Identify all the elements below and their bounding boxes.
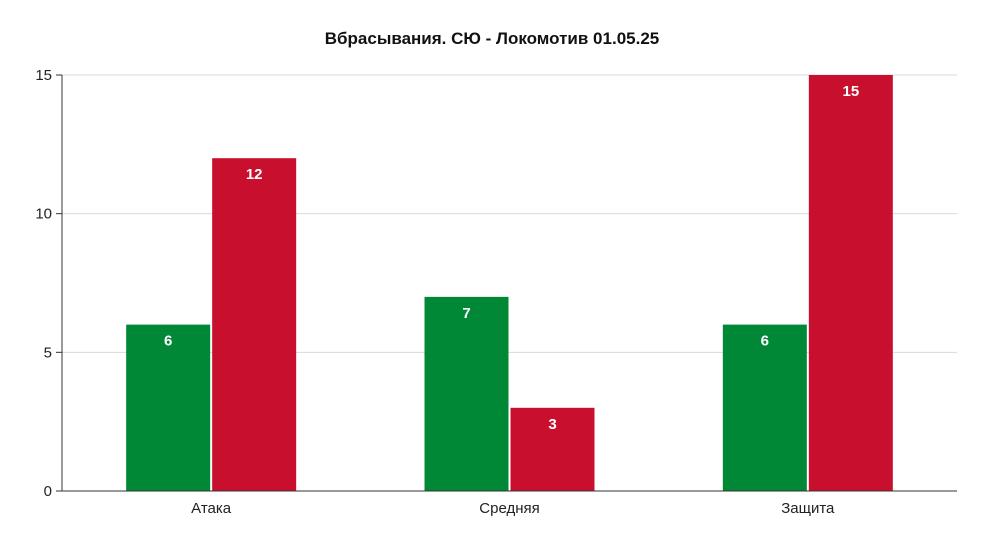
data-label: 6 [761,333,769,350]
data-label: 6 [164,333,172,350]
y-tick-label: 0 [44,483,52,500]
chart-title: Вбрасывания. СЮ - Локомотив 01.05.25 [325,29,659,48]
y-tick-label: 10 [35,206,52,223]
data-label: 7 [462,305,470,322]
bar-series-1-0 [126,324,211,491]
bar-series-1-2 [722,324,807,491]
bar-series-2-2 [808,75,893,491]
data-labels: 6 12 7 3 6 15 [164,83,859,433]
y-tick-label: 5 [44,344,52,361]
x-category-label: Атака [191,500,232,517]
y-axis-ticks: 0 5 10 15 [35,67,62,500]
bar-series-2-1 [510,407,595,491]
data-label: 3 [548,416,556,433]
gridlines [62,74,957,353]
data-label: 12 [246,166,263,183]
bar-series-2-0 [212,158,297,491]
x-category-label: Защита [781,500,835,517]
bars [126,75,893,491]
data-label: 15 [842,83,859,100]
bar-series-1-1 [424,296,509,491]
y-tick-label: 15 [35,67,52,84]
x-axis-categories: Атака Средняя Защита [191,500,835,517]
x-category-label: Средняя [479,500,539,517]
